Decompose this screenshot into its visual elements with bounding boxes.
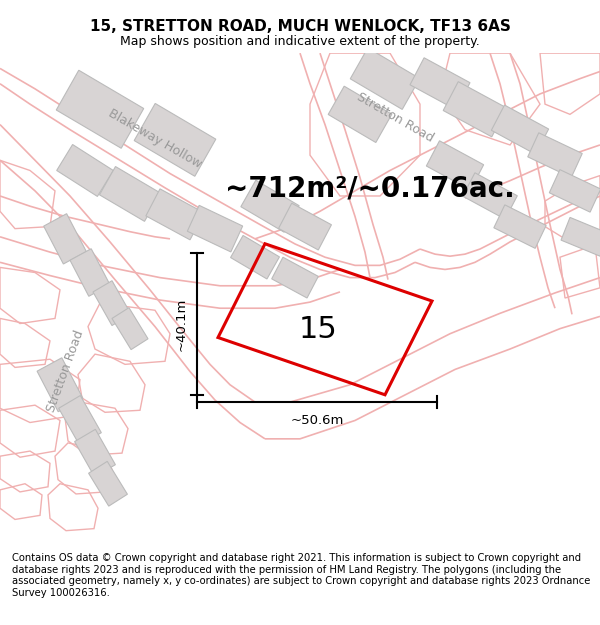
Polygon shape: [528, 132, 582, 178]
Text: Map shows position and indicative extent of the property.: Map shows position and indicative extent…: [120, 35, 480, 48]
Polygon shape: [443, 82, 507, 137]
Polygon shape: [561, 217, 600, 256]
Polygon shape: [134, 104, 216, 176]
Polygon shape: [350, 48, 420, 109]
Text: ~712m²/~0.176ac.: ~712m²/~0.176ac.: [225, 174, 515, 203]
Polygon shape: [112, 308, 148, 349]
Polygon shape: [230, 236, 280, 279]
Polygon shape: [37, 357, 83, 412]
Polygon shape: [56, 70, 144, 148]
Text: ~50.6m: ~50.6m: [290, 414, 344, 428]
Text: Blakeway Hollow: Blakeway Hollow: [106, 106, 204, 171]
Polygon shape: [74, 429, 115, 477]
Text: 15: 15: [299, 314, 337, 344]
Polygon shape: [93, 281, 131, 326]
Polygon shape: [44, 214, 86, 264]
Polygon shape: [494, 205, 546, 248]
Polygon shape: [100, 166, 161, 221]
Polygon shape: [89, 461, 127, 506]
Polygon shape: [187, 206, 242, 252]
Polygon shape: [550, 169, 600, 212]
Polygon shape: [272, 258, 318, 298]
Polygon shape: [59, 396, 101, 446]
Polygon shape: [463, 173, 517, 219]
Text: Stretton Road: Stretton Road: [355, 91, 436, 145]
Text: Stretton Road: Stretton Road: [44, 328, 86, 414]
Text: Contains OS data © Crown copyright and database right 2021. This information is : Contains OS data © Crown copyright and d…: [12, 553, 590, 598]
Text: 15, STRETTON ROAD, MUCH WENLOCK, TF13 6AS: 15, STRETTON ROAD, MUCH WENLOCK, TF13 6A…: [89, 19, 511, 34]
Polygon shape: [491, 105, 548, 154]
Polygon shape: [427, 141, 484, 190]
Polygon shape: [410, 58, 470, 110]
Polygon shape: [146, 189, 204, 240]
Polygon shape: [70, 249, 110, 296]
Polygon shape: [56, 144, 113, 196]
Polygon shape: [328, 86, 392, 142]
Polygon shape: [278, 203, 331, 250]
Polygon shape: [241, 180, 299, 232]
Text: ~40.1m: ~40.1m: [175, 298, 187, 351]
